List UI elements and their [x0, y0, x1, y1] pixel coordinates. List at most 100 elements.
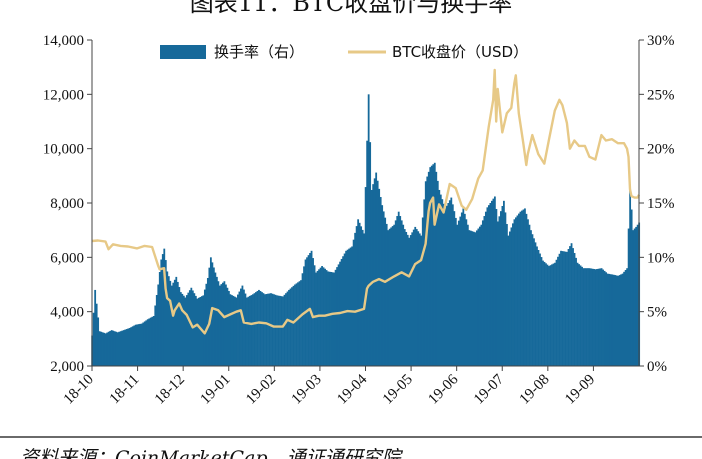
- turnover-bar: [369, 142, 372, 366]
- turnover-bar: [124, 329, 127, 366]
- turnover-bar: [256, 291, 259, 366]
- turnover-bar: [513, 219, 516, 366]
- turnover-bar: [506, 224, 508, 366]
- x-tick-label: 19-05: [380, 372, 416, 408]
- turnover-bar: [402, 224, 405, 366]
- turnover-bar: [575, 257, 577, 366]
- right-tick-label: 15%: [647, 196, 675, 212]
- turnover-bar: [280, 296, 283, 366]
- turnover-bar: [152, 316, 155, 366]
- turnover-bar: [157, 284, 160, 366]
- turnover-bar: [360, 226, 363, 366]
- right-tick-label: 30%: [647, 33, 675, 49]
- turnover-bar: [378, 188, 381, 366]
- turnover-bar: [537, 250, 540, 366]
- turnover-bar: [136, 324, 139, 366]
- turnover-bar: [588, 268, 591, 366]
- turnover-bar: [325, 270, 328, 366]
- turnover-bar: [566, 251, 568, 366]
- turnover-bar: [421, 217, 424, 366]
- turnover-bar: [396, 216, 399, 366]
- turnover-bar: [530, 230, 532, 366]
- turnover-bar: [388, 228, 391, 366]
- turnover-bar: [576, 262, 579, 366]
- turnover-bar: [534, 242, 537, 366]
- turnover-bar: [503, 200, 505, 366]
- turnover-bar: [286, 291, 289, 366]
- turnover-bar: [265, 294, 268, 366]
- turnover-bar: [130, 327, 133, 366]
- turnover-bar: [375, 172, 378, 366]
- turnover-bar: [101, 332, 104, 366]
- turnover-bar: [570, 243, 573, 366]
- turnover-bar: [197, 297, 200, 366]
- turnover-bar: [131, 326, 134, 366]
- turnover-bar: [357, 219, 360, 366]
- turnover-bar: [459, 216, 462, 366]
- btc-price-line: [91, 68, 641, 335]
- turnover-bar: [268, 293, 271, 366]
- turnover-bar: [225, 284, 227, 366]
- turnover-bar: [554, 262, 556, 366]
- turnover-bar: [399, 216, 402, 366]
- source-note: 资料来源：CoinMarketCap，通证通研究院: [20, 447, 404, 459]
- turnover-bar: [591, 268, 594, 366]
- turnover-bar: [125, 329, 128, 366]
- turnover-bar: [104, 333, 107, 366]
- turnover-bar: [241, 285, 244, 366]
- legend-label-turnover: 换手率（右）: [214, 43, 304, 61]
- turnover-bar: [240, 288, 242, 366]
- turnover-bar: [629, 188, 632, 366]
- turnover-bar: [518, 213, 520, 366]
- turnover-bar: [364, 187, 367, 366]
- turnover-bar: [531, 234, 534, 366]
- turnover-bar: [605, 272, 607, 366]
- turnover-bar: [543, 261, 546, 366]
- turnover-bar: [206, 277, 209, 366]
- turnover-bar: [351, 246, 354, 366]
- turnover-bar: [330, 272, 332, 366]
- turnover-bar: [549, 265, 552, 366]
- turnover-bar: [246, 297, 248, 366]
- turnover-bar: [557, 256, 559, 366]
- turnover-bar: [632, 230, 635, 366]
- turnover-bar: [447, 203, 450, 366]
- right-tick-label: 20%: [647, 142, 675, 158]
- turnover-bar: [243, 289, 245, 366]
- turnover-bar: [420, 235, 423, 366]
- turnover-bar: [182, 295, 185, 366]
- turnover-bar: [582, 268, 585, 366]
- turnover-bar: [92, 312, 95, 366]
- turnover-bar: [274, 294, 277, 366]
- turnover-bar: [528, 224, 531, 366]
- turnover-bar: [154, 305, 157, 366]
- turnover-bar: [630, 209, 633, 366]
- turnover-bar: [572, 248, 574, 366]
- turnover-bar: [393, 224, 396, 366]
- turnover-bar: [103, 332, 106, 366]
- turnover-bar: [608, 273, 610, 366]
- turnover-bar: [635, 226, 638, 366]
- turnover-bar: [451, 204, 454, 366]
- turnover-bar: [116, 332, 119, 366]
- turnover-bar: [614, 275, 617, 366]
- x-tick-label: 19-07: [471, 371, 507, 407]
- turnover-bar: [463, 213, 466, 366]
- turnover-bar: [465, 219, 468, 366]
- turnover-bar: [546, 264, 549, 366]
- turnover-bar: [379, 197, 382, 366]
- turnover-bar: [412, 229, 415, 366]
- turnover-bar: [264, 294, 266, 366]
- turnover-bar: [579, 265, 582, 366]
- turnover-bar: [403, 229, 406, 366]
- turnover-bar: [585, 268, 588, 366]
- x-tick-label: 19-02: [243, 372, 279, 408]
- right-tick-label: 5%: [647, 305, 667, 321]
- turnover-bar: [112, 330, 115, 366]
- turnover-bar: [298, 281, 301, 366]
- turnover-bar: [262, 293, 265, 366]
- turnover-bar: [560, 250, 562, 366]
- turnover-bar: [273, 294, 275, 366]
- turnover-bar: [161, 254, 164, 366]
- turnover-bar: [516, 215, 519, 366]
